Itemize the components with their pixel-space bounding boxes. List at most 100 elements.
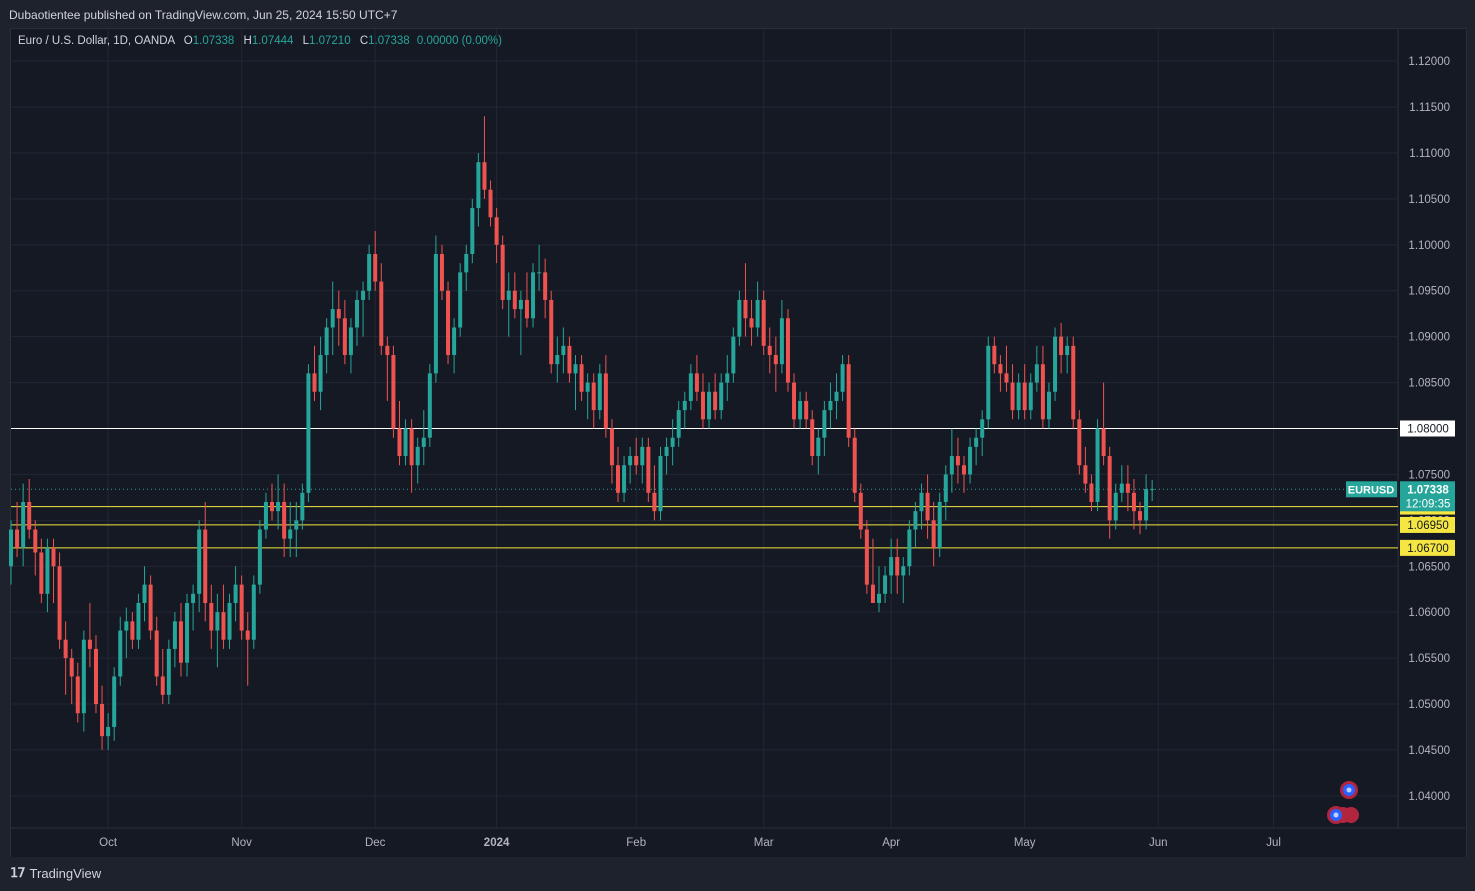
candle-body	[494, 217, 499, 245]
candle-body	[288, 529, 293, 539]
candle	[955, 437, 960, 484]
candle-body	[87, 639, 92, 649]
legend-low-value: 1.07210	[309, 35, 351, 47]
y-tick-label: 1.07500	[1408, 469, 1450, 481]
candle	[63, 621, 68, 695]
candle-body	[112, 676, 117, 727]
event-marker-group-icon[interactable]	[1327, 806, 1359, 824]
y-tick-label: 1.04500	[1408, 745, 1450, 757]
candle	[1125, 465, 1130, 512]
candle-body	[676, 410, 681, 438]
symbol-tag-label: EURUSD	[1348, 484, 1395, 496]
candle	[980, 410, 985, 457]
candle	[785, 309, 790, 392]
candle-body	[354, 299, 359, 328]
tradingview-logo[interactable]: 𝟣𝟩 TradingView	[10, 865, 101, 881]
candle	[1095, 419, 1100, 512]
candle-body	[93, 648, 98, 705]
legend-change: 0.00000 (0.00%)	[416, 35, 502, 47]
candle-body	[961, 465, 966, 475]
candle-body	[664, 446, 669, 457]
candle	[233, 566, 238, 622]
candle-body	[731, 336, 736, 374]
candle	[1119, 465, 1124, 502]
candle-body	[263, 501, 268, 530]
candle-body	[822, 410, 827, 438]
candle	[318, 336, 323, 411]
legend-high-value: 1.07444	[251, 35, 294, 47]
candle-body	[251, 584, 256, 640]
candle	[518, 290, 523, 356]
candle-body	[870, 584, 875, 603]
bar-countdown-label: 12:09:35	[1406, 498, 1451, 510]
candle	[949, 428, 954, 493]
candle	[75, 662, 80, 723]
candle-body	[846, 364, 851, 438]
candle	[160, 648, 165, 705]
candle-body	[761, 299, 766, 346]
symbol-tag	[1346, 481, 1397, 498]
candle	[15, 501, 20, 558]
legend-high-label: H	[243, 35, 252, 47]
candle-body	[166, 648, 171, 695]
x-tick-label: Dec	[365, 837, 386, 849]
candle	[992, 336, 997, 374]
candle-body	[215, 612, 220, 631]
candle-body	[1046, 391, 1051, 420]
candle-body	[1107, 456, 1112, 521]
candle	[974, 428, 979, 466]
candle-body	[488, 189, 493, 218]
candle-body	[652, 492, 657, 512]
candle	[579, 355, 584, 401]
candle	[166, 639, 171, 705]
candle-body	[743, 299, 748, 319]
candle-body	[1028, 382, 1033, 411]
candle	[713, 373, 718, 420]
candle-body	[209, 602, 214, 631]
candlestick-chart[interactable]: 1.12000 1.11500 1.11000 1.10500 1.10000 1.095…	[0, 0, 1475, 857]
y-tick-label: 1.06500	[1408, 561, 1450, 573]
candle-body	[1125, 483, 1130, 493]
candle-body	[348, 327, 353, 356]
candle	[543, 258, 548, 319]
candle-body	[500, 244, 505, 300]
candle	[124, 607, 129, 659]
candle	[652, 465, 657, 521]
price-level-tag-label: 1.08000	[1407, 424, 1449, 436]
candle	[470, 198, 475, 264]
candle-body	[118, 630, 123, 677]
candle	[968, 437, 973, 484]
y-tick-label: 1.10000	[1408, 240, 1450, 252]
y-tick-label: 1.05000	[1408, 699, 1450, 711]
candle	[834, 373, 839, 420]
candle-body	[197, 529, 202, 594]
candle-body	[470, 208, 475, 255]
candle-body	[968, 446, 973, 475]
candle	[397, 400, 402, 466]
chart-frame	[10, 28, 1467, 858]
x-tick-label: May	[1014, 837, 1036, 849]
candle-body	[700, 391, 705, 420]
candle	[300, 483, 305, 530]
candle-body	[670, 437, 675, 447]
event-marker-flag-icon[interactable]	[1340, 781, 1358, 799]
publisher-info: Dubaotientee published on TradingView.co…	[9, 8, 398, 22]
candle	[1016, 373, 1021, 420]
candle-body	[27, 501, 32, 530]
candle-body	[330, 309, 335, 328]
candle	[1113, 483, 1118, 530]
candle	[864, 520, 869, 594]
candle-body	[239, 584, 244, 631]
candle-body	[816, 437, 821, 457]
candle-body	[100, 704, 105, 737]
candle-body	[858, 492, 863, 530]
candle-body	[901, 566, 906, 576]
candle	[403, 419, 408, 466]
candle-body	[203, 529, 208, 603]
candle	[373, 231, 378, 291]
candle	[676, 400, 681, 447]
candle	[931, 501, 936, 567]
candle	[1089, 474, 1094, 512]
price-level-tag	[1400, 539, 1455, 556]
candle	[33, 520, 38, 576]
